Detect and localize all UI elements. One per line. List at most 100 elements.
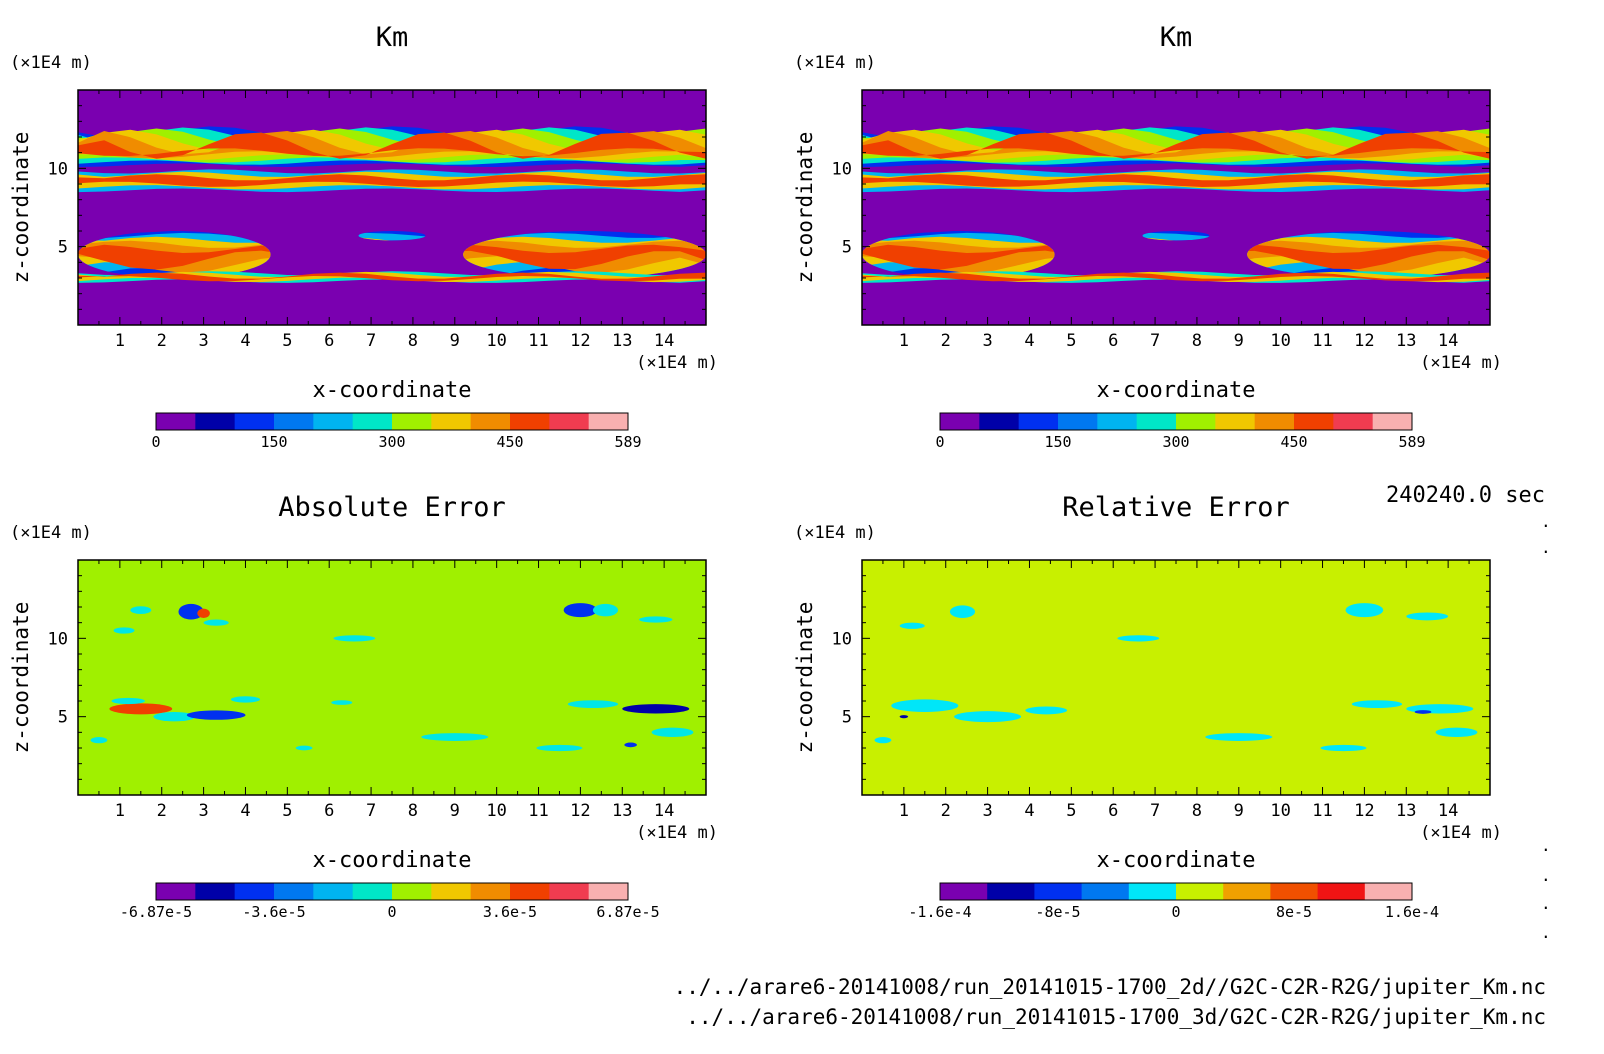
x-tick-label: 4 [1024, 331, 1034, 351]
colorbar-swatch [1254, 413, 1295, 430]
error-blob [230, 696, 261, 703]
colorbar-swatch [1364, 883, 1413, 900]
colorbar-swatch [979, 413, 1020, 430]
side-mark: . [1541, 512, 1551, 531]
colorbar-label: 0 [387, 903, 396, 921]
colorbar-swatch [274, 413, 314, 430]
error-blob [197, 608, 210, 618]
colorbar-label: 0 [1171, 903, 1180, 921]
x-tick-label: 13 [612, 801, 632, 821]
x-tick-label: 2 [941, 331, 951, 351]
layer-upper-band [78, 169, 706, 193]
contour-band [862, 174, 1490, 187]
error-blob [109, 703, 173, 715]
x-tick-label: 14 [654, 801, 674, 821]
x-tick-label: 6 [1108, 801, 1118, 821]
side-mark: . [1541, 866, 1551, 885]
x-axis-label: x-coordinate [1097, 378, 1256, 403]
x-tick-label: 3 [982, 801, 992, 821]
plot-area [78, 560, 706, 795]
colorbar-label: 150 [1044, 433, 1071, 451]
x-tick-label: 10 [486, 331, 506, 351]
x-tick-label: 8 [408, 331, 418, 351]
layer-upper-cloud [862, 126, 1490, 167]
contour-band [862, 129, 1490, 161]
x-tick-label: 11 [1312, 801, 1332, 821]
colorbar-swatch [549, 883, 590, 900]
x-tick-label: 4 [240, 331, 250, 351]
x-tick-label: 11 [528, 801, 548, 821]
error-blob [1406, 612, 1449, 621]
x-tick-label: 6 [324, 331, 334, 351]
x-tick-label: 2 [941, 801, 951, 821]
colorbar-swatch [1372, 413, 1413, 430]
colorbar-label: 589 [614, 433, 641, 451]
x-tick-label: 9 [450, 801, 460, 821]
colorbar-frame [155, 882, 629, 901]
layer-lower-band [78, 271, 706, 283]
contour-band [862, 236, 1055, 277]
contour-band [78, 240, 271, 273]
colorbar-label: 0 [935, 433, 944, 451]
plot-area [862, 560, 1490, 795]
colorbar-label: 589 [1398, 433, 1425, 451]
x-tick-label: 11 [528, 331, 548, 351]
colorbar-swatch [352, 883, 393, 900]
side-mark: . [1541, 538, 1551, 557]
contour-band [463, 244, 706, 270]
colorbar-swatch [392, 413, 432, 430]
x-axis-label: x-coordinate [313, 848, 472, 873]
colorbar-swatch [195, 413, 236, 430]
error-blob [178, 603, 204, 620]
colorbar-swatch [1018, 413, 1059, 430]
x-tick-label: 1 [115, 331, 125, 351]
colorbar-label: 450 [496, 433, 523, 451]
contour-band [78, 272, 706, 282]
contour-band [78, 236, 271, 277]
error-blob [536, 744, 583, 752]
colorbar-swatch [1223, 883, 1271, 900]
error-blob [639, 616, 673, 623]
contour-band [78, 132, 706, 159]
error-blob [130, 606, 152, 615]
colorbar-swatch [234, 883, 275, 900]
contour-band [862, 240, 1055, 273]
colorbar-swatch [1270, 883, 1319, 900]
y-unit-label: (×1E4 m) [794, 53, 876, 73]
chart-title: Relative Error [1062, 492, 1290, 523]
error-blob [1414, 710, 1432, 714]
x-tick-label: 12 [570, 331, 590, 351]
colorbar-swatch [392, 883, 432, 900]
colorbar-frame [939, 412, 1413, 431]
x-tick-label: 12 [570, 801, 590, 821]
error-blob [1025, 706, 1068, 715]
colorbar-swatch [940, 413, 980, 430]
colorbar-label: 6.87e-5 [596, 903, 659, 921]
y-tick-label: 10 [832, 629, 852, 649]
x-tick-label: 9 [1234, 801, 1244, 821]
y-axis-label: z-coordinate [793, 132, 817, 284]
layer-upper-band [862, 169, 1490, 193]
chart-title: Km [376, 22, 409, 53]
colorbar-label: -1.6e-4 [908, 903, 971, 921]
colorbar-swatch [470, 413, 511, 430]
x-tick-label: 6 [1108, 331, 1118, 351]
y-tick-label: 10 [832, 159, 852, 179]
error-blob [899, 715, 909, 719]
field-background [78, 560, 706, 795]
chart-title: Km [1160, 22, 1193, 53]
error-blob [891, 699, 959, 712]
x-tick-label: 8 [1192, 801, 1202, 821]
plot-area [862, 90, 1490, 325]
contour-band [862, 244, 1055, 270]
colorbar-swatch [313, 413, 354, 430]
colorbar-label: -8e-5 [1035, 903, 1080, 921]
x-tick-label: 10 [1270, 801, 1290, 821]
colorbar-swatch [431, 883, 472, 900]
colorbar-frame [939, 882, 1413, 901]
colorbar-swatch [588, 883, 629, 900]
colorbar-swatch [1294, 413, 1334, 430]
colorbar-label: 300 [378, 433, 405, 451]
